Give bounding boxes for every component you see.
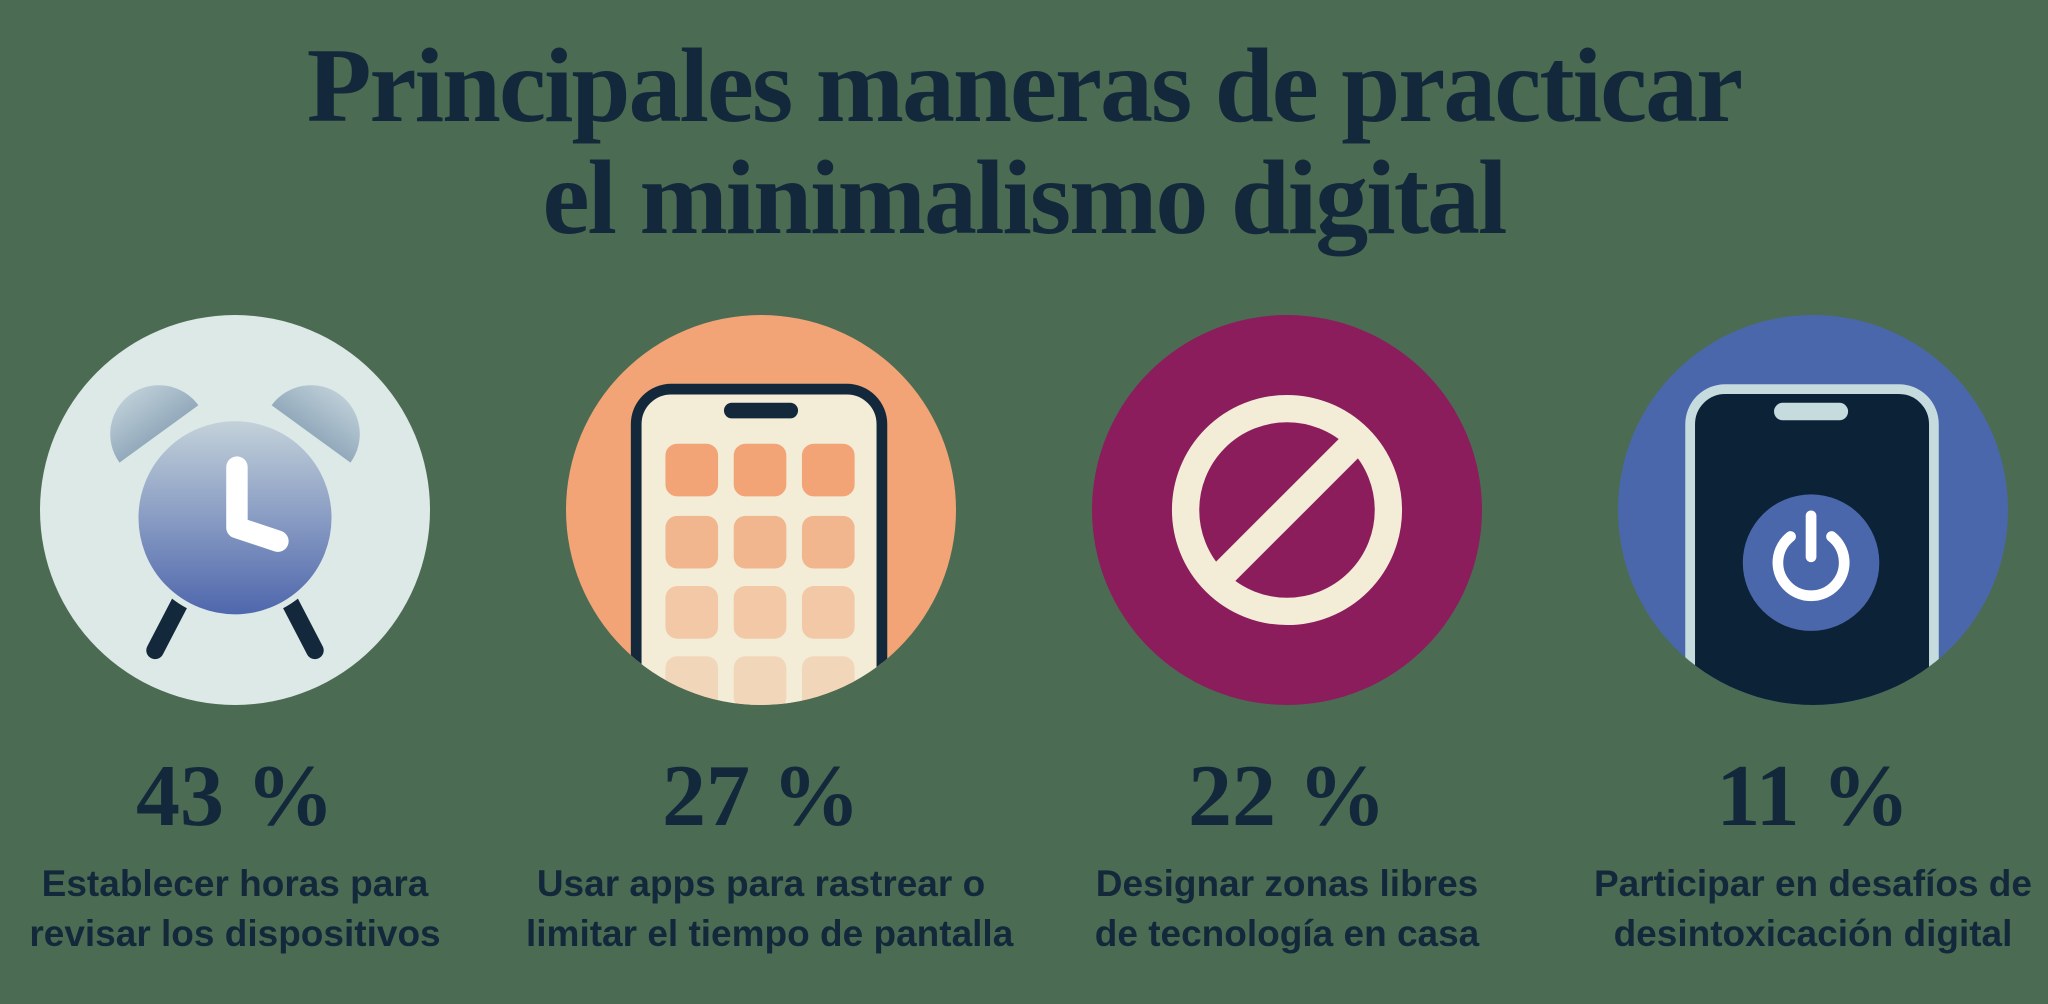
stat-caption: Designar zonas libres de tecnología en c… xyxy=(1052,859,1522,959)
title-line-2: el minimalismo digital xyxy=(542,139,1508,257)
stat-caption-line-2: de tecnología en casa xyxy=(1094,912,1480,954)
stat-caption-line-2: limitar el tiempo de pantalla xyxy=(526,912,1014,954)
alarm-clock-icon xyxy=(110,384,360,659)
stat-icon-circle xyxy=(1092,314,1482,705)
stat-column-set-hours: 43 % Establecer horas para revisar los d… xyxy=(0,314,470,959)
stat-icon-circle xyxy=(1618,314,2008,705)
prohibition-sign-icon xyxy=(1171,394,1403,625)
stats-row: 43 % Establecer horas para revisar los d… xyxy=(0,314,2048,959)
stat-caption-line-2: revisar los dispositivos xyxy=(29,912,441,954)
stat-caption-line-1: Usar apps para rastrear o xyxy=(536,862,986,904)
stat-caption: Establecer horas para revisar los dispos… xyxy=(0,859,470,959)
stat-column-apps-track: 27 % Usar apps para rastrear o limitar e… xyxy=(526,314,1014,959)
stat-caption-line-1: Participar en desafíos de xyxy=(1593,862,2032,904)
stat-value: 11 % xyxy=(1716,747,1910,845)
stat-column-tech-free-zones: 22 % Designar zonas libres de tecnología… xyxy=(1052,314,1522,959)
stat-caption: Participar en desafíos de desintoxicació… xyxy=(1578,859,2048,959)
phone-power-button-icon xyxy=(1685,383,1939,705)
stat-value: 43 % xyxy=(136,747,334,845)
page-title: Principales maneras de practicar el mini… xyxy=(0,0,2048,255)
phone-app-grid-icon xyxy=(630,383,888,705)
stat-icon-circle xyxy=(40,314,430,705)
stat-caption-line-1: Establecer horas para xyxy=(41,862,429,904)
stat-icon-circle xyxy=(566,314,956,705)
stat-caption-line-1: Designar zonas libres xyxy=(1095,862,1479,904)
stat-column-detox-challenges: 11 % Participar en desafíos de desintoxi… xyxy=(1578,314,2048,959)
stat-caption-line-2: desintoxicación digital xyxy=(1613,912,2013,954)
title-line-1: Principales maneras de practicar xyxy=(306,27,1743,144)
stat-caption: Usar apps para rastrear o limitar el tie… xyxy=(526,859,1014,959)
stat-value: 27 % xyxy=(662,747,860,845)
stat-value: 22 % xyxy=(1188,747,1386,845)
